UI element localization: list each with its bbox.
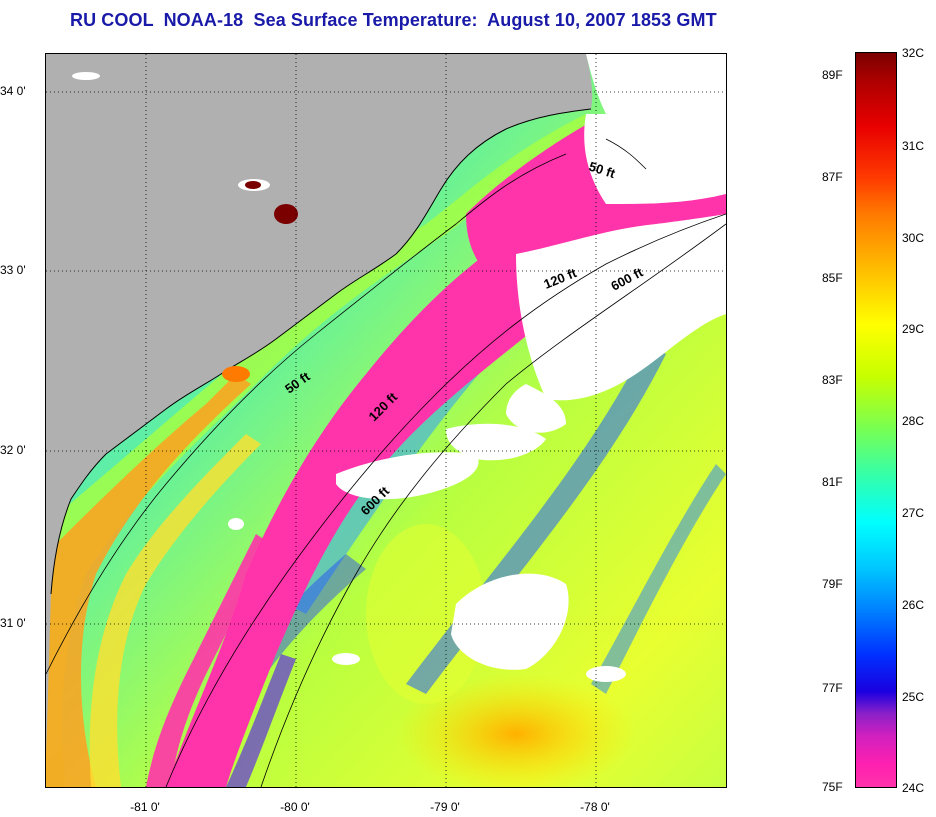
lat-label-34: 34 0' bbox=[0, 84, 26, 98]
coastal-yellow-band bbox=[89, 434, 261, 787]
warm-coastal-spot bbox=[222, 366, 250, 382]
purple-fringe bbox=[226, 654, 296, 787]
colorbar-c-31: 31C bbox=[902, 139, 925, 153]
temperature-colorbar bbox=[855, 52, 897, 788]
cloud-patch bbox=[451, 573, 569, 670]
colorbar-f-83: 83F bbox=[822, 373, 843, 387]
colorbar-c-27: 27C bbox=[902, 506, 925, 520]
colorbar-c-32: 32C bbox=[902, 46, 925, 60]
colorbar-c-24: 24C bbox=[902, 781, 925, 795]
lon-label-79: -79 0' bbox=[430, 800, 460, 814]
cool-band-inner bbox=[146, 534, 271, 787]
colorbar-c-30: 30C bbox=[902, 231, 925, 245]
cool-streak bbox=[591, 464, 726, 694]
colorbar-f-79: 79F bbox=[822, 577, 843, 591]
sst-map[interactable]: 50 ft 120 ft 600 ft 50 ft 120 ft 600 ft bbox=[45, 53, 727, 788]
colorbar-c-28: 28C bbox=[902, 414, 925, 428]
contour-120ft bbox=[165, 213, 726, 787]
colorbar-c-26: 26C bbox=[902, 598, 925, 612]
cloud-patch bbox=[506, 384, 566, 433]
inland-lake-2 bbox=[245, 181, 261, 189]
land-north-white bbox=[586, 54, 726, 114]
inland-patch bbox=[72, 72, 100, 80]
cloud-patch bbox=[516, 214, 726, 401]
contour-50ft bbox=[46, 138, 647, 675]
cloud-patch bbox=[228, 518, 244, 530]
colorbar-f-89: 89F bbox=[822, 68, 843, 82]
lat-label-32: 32 0' bbox=[0, 443, 26, 457]
lon-label-80: -80 0' bbox=[280, 800, 310, 814]
colorbar-f-77: 77F bbox=[822, 681, 843, 695]
cloud-patch bbox=[332, 653, 360, 665]
inland-lake bbox=[274, 204, 298, 224]
colorbar-c-25: 25C bbox=[902, 690, 925, 704]
cloud-patch bbox=[584, 114, 726, 204]
colorbar-f-81: 81F bbox=[822, 475, 843, 489]
colorbar-c-29: 29C bbox=[902, 322, 925, 336]
colorbar-f-75: 75F bbox=[822, 780, 843, 794]
colorbar-f-85: 85F bbox=[822, 271, 843, 285]
lon-label-81: -81 0' bbox=[130, 800, 160, 814]
page-title: RU COOL NOAA-18 Sea Surface Temperature:… bbox=[70, 10, 717, 30]
contour-600ft bbox=[260, 223, 726, 787]
lon-label-78: -78 0' bbox=[580, 800, 610, 814]
warm-water-patch-2 bbox=[366, 524, 486, 704]
land-mass bbox=[46, 54, 593, 754]
cloud-patch bbox=[586, 666, 626, 682]
lat-lon-grid bbox=[46, 54, 726, 787]
lat-label-33: 33 0' bbox=[0, 263, 26, 277]
warm-water-patch bbox=[396, 674, 636, 787]
lat-label-31: 31 0' bbox=[0, 616, 26, 630]
coastline bbox=[50, 108, 592, 595]
coastal-orange-band bbox=[46, 374, 251, 787]
colorbar-f-87: 87F bbox=[822, 170, 843, 184]
